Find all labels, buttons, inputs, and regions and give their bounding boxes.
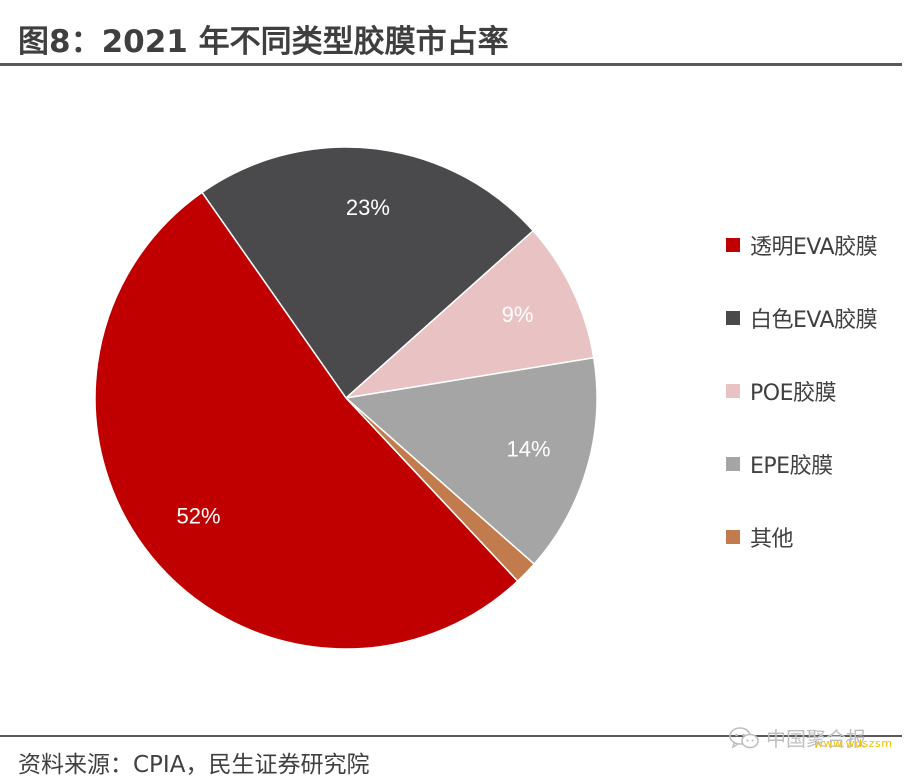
pie-slice-5	[94, 191, 519, 650]
legend-swatch	[726, 311, 740, 325]
legend-item-1: 透明EVA胶膜	[726, 230, 878, 260]
legend-label: 白色EVA胶膜	[750, 308, 878, 333]
legend-label: 透明EVA胶膜	[750, 235, 878, 260]
legend-item-4: EPE胶膜	[726, 449, 833, 479]
legend-swatch	[726, 238, 740, 252]
legend-item-5: 其他	[726, 522, 794, 552]
data-label-1: 23%	[346, 195, 390, 220]
data-label-2: 9%	[502, 302, 534, 327]
legend-label: POE胶膜	[750, 381, 836, 406]
watermark-text: 中国聚合报	[766, 727, 866, 751]
source-note: 资料来源：CPIA，民生证券研究院	[18, 752, 370, 778]
legend-swatch	[726, 530, 740, 544]
watermark: 中国聚合报	[728, 723, 866, 752]
page-title: 图8：2021 年不同类型胶膜市占率	[18, 24, 509, 60]
pie-slice-3	[345, 357, 598, 565]
legend-label: EPE胶膜	[750, 454, 833, 479]
pie-slice-1	[201, 146, 534, 399]
legend-swatch	[726, 384, 740, 398]
legend-swatch	[726, 457, 740, 471]
footer-divider	[0, 735, 902, 737]
watermark-url: www.wdszsm	[814, 737, 893, 750]
legend-item-2: 白色EVA胶膜	[726, 303, 878, 333]
legend-label: 其他	[750, 527, 794, 552]
data-label-5: 52%	[176, 504, 220, 529]
wechat-icon	[729, 726, 759, 749]
legend-item-3: POE胶膜	[726, 376, 836, 406]
data-label-3: 14%	[506, 437, 550, 462]
title-divider	[0, 63, 902, 66]
pie-slice-2	[345, 230, 595, 399]
